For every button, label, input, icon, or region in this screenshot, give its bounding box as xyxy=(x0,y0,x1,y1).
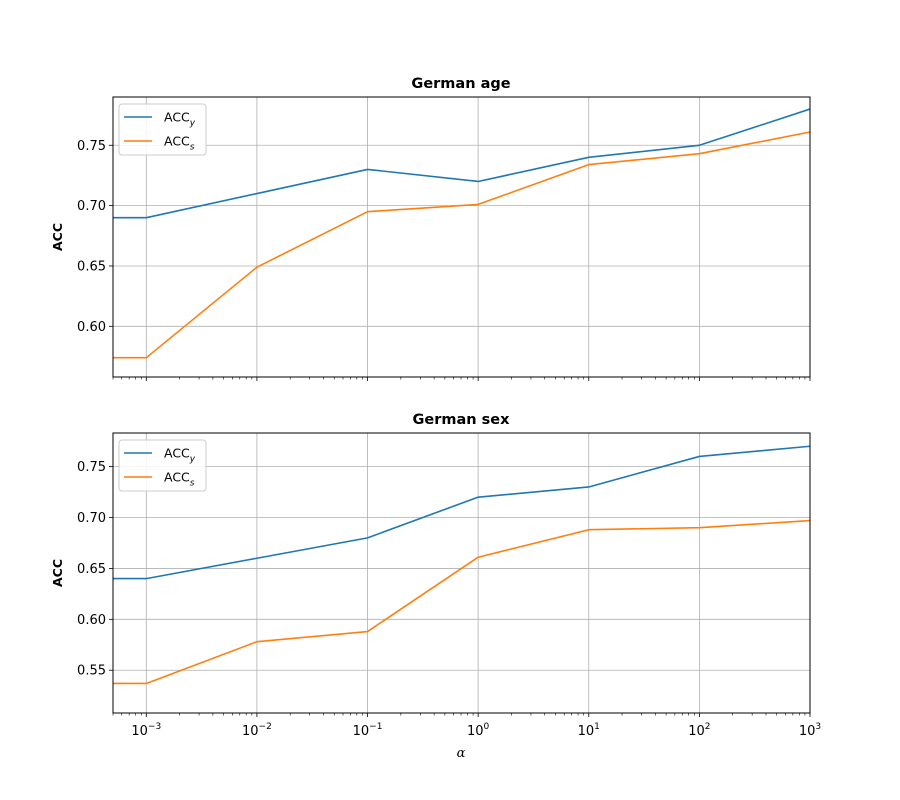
subplot-german-age: German age ACC 0.60 0.65 0.70 0.75 ACCy ACCs xyxy=(50,76,811,381)
y-tick-label: 0.70 xyxy=(77,199,106,214)
y-axis-label: ACC xyxy=(50,559,65,587)
legend: ACCy ACCs xyxy=(118,103,207,156)
y-tick-label: 0.60 xyxy=(77,320,106,335)
series-lines xyxy=(113,445,811,685)
legend-label: ACCs xyxy=(164,470,195,489)
series-line-acc-y xyxy=(113,445,811,580)
x-tick-label: 102 xyxy=(688,722,710,739)
y-tick-label: 0.75 xyxy=(77,139,106,154)
subplot-german-sex: German sex ACC 0.55 0.60 0.65 0.70 0.75 10−3… xyxy=(50,412,821,761)
y-axis-label: ACC xyxy=(50,223,65,251)
y-tick-label: 0.70 xyxy=(77,511,106,526)
legend-label: ACCy xyxy=(164,446,196,465)
y-tick-label: 0.65 xyxy=(77,562,106,577)
series-lines xyxy=(113,108,811,359)
axes-frame xyxy=(112,96,811,378)
legend: ACCy ACCs xyxy=(118,439,207,492)
x-ticks: 10−3 10−2 10−1 100 101 102 103 xyxy=(131,722,821,739)
x-tick-label: 101 xyxy=(578,722,600,739)
y-ticks: 0.55 0.60 0.65 0.70 0.75 xyxy=(77,460,113,679)
y-tick-label: 0.60 xyxy=(77,613,106,628)
x-tick-label: 103 xyxy=(799,722,821,739)
y-ticks: 0.60 0.65 0.70 0.75 xyxy=(77,139,113,335)
y-tick-label: 0.65 xyxy=(77,259,106,274)
legend-label: ACCs xyxy=(164,134,195,153)
x-axis-label: α xyxy=(457,746,466,761)
legend-label: ACCy xyxy=(164,110,196,129)
chart-title: German sex xyxy=(413,412,511,428)
axes-frame xyxy=(112,432,811,714)
chart-title: German age xyxy=(411,76,510,92)
x-tick-label: 100 xyxy=(467,722,490,739)
x-tick-label: 10−3 xyxy=(131,722,161,739)
x-tick-label: 10−2 xyxy=(242,722,272,739)
series-line-acc-s xyxy=(113,131,811,359)
series-line-acc-y xyxy=(113,108,811,219)
y-tick-label: 0.55 xyxy=(77,664,106,679)
x-tick-label: 10−1 xyxy=(353,722,383,739)
series-line-acc-s xyxy=(113,519,811,685)
grid xyxy=(113,433,811,717)
y-tick-label: 0.75 xyxy=(77,460,106,475)
